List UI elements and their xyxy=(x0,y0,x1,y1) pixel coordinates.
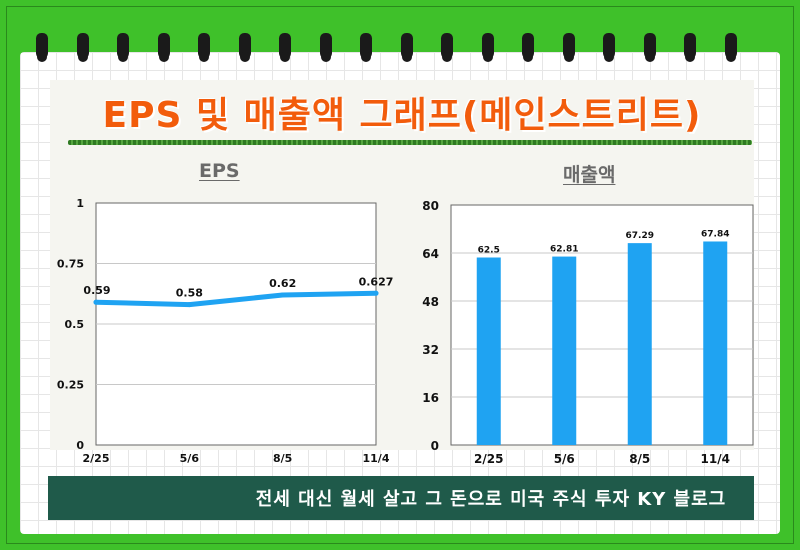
revenue-ytick-label: 64 xyxy=(422,247,439,261)
eps-ytick-label: 1 xyxy=(76,197,84,210)
ring-14 xyxy=(562,33,575,62)
ring-18 xyxy=(724,33,737,62)
ring-10 xyxy=(400,33,413,62)
eps-data-label: 0.59 xyxy=(83,284,110,297)
eps-data-label: 0.58 xyxy=(176,287,203,300)
eps-ytick-label: 0.75 xyxy=(57,258,84,271)
eps-xtick-label: 11/4 xyxy=(363,452,390,465)
ring-15 xyxy=(603,33,615,62)
revenue-bar xyxy=(703,241,728,445)
revenue-data-label: 62.5 xyxy=(478,246,500,256)
eps-ytick-label: 0.5 xyxy=(65,318,85,331)
revenue-ytick-label: 32 xyxy=(422,343,439,357)
ring-8 xyxy=(319,33,332,62)
eps-data-label: 0.627 xyxy=(359,275,394,288)
ring-11 xyxy=(441,33,453,62)
ring-17 xyxy=(684,33,696,62)
ring-13 xyxy=(522,33,534,62)
eps-xtick-label: 8/5 xyxy=(273,452,292,465)
revenue-ytick-label: 16 xyxy=(422,391,439,405)
eps-series-line xyxy=(93,290,379,308)
ring-2 xyxy=(76,33,89,62)
outer-frame xyxy=(6,6,794,544)
footer-banner: 전세 대신 월세 살고 그 돈으로 미국 주식 투자 KY 블로그 xyxy=(48,476,754,520)
revenue-xtick-label: 11/4 xyxy=(701,452,730,466)
eps-data-point xyxy=(186,302,192,308)
ring-12 xyxy=(481,33,494,62)
ring-3 xyxy=(117,33,129,62)
title-underline xyxy=(68,140,752,145)
footer-text: 전세 대신 월세 살고 그 돈으로 미국 주식 투자 KY 블로그 xyxy=(255,489,727,510)
eps-data-point xyxy=(280,292,286,298)
revenue-bar xyxy=(552,256,577,445)
revenue-data-label: 67.29 xyxy=(626,231,654,241)
eps-xtick-label: 5/6 xyxy=(180,452,200,465)
ring-9 xyxy=(360,33,372,62)
revenue-data-label: 62.81 xyxy=(550,245,578,255)
revenue-xtick-label: 2/25 xyxy=(474,452,503,466)
eps-data-label: 0.62 xyxy=(269,277,296,290)
revenue-plot-area xyxy=(450,204,754,446)
eps-chart-title: EPS xyxy=(199,160,240,182)
revenue-ytick-label: 80 xyxy=(422,199,439,213)
ring-4 xyxy=(157,33,170,62)
ring-1 xyxy=(36,33,48,62)
eps-xtick-label: 2/25 xyxy=(83,452,110,465)
revenue-chart-title: 매출액 xyxy=(563,164,616,186)
revenue-ytick-label: 0 xyxy=(431,439,439,453)
ring-5 xyxy=(198,33,210,62)
ring-6 xyxy=(238,33,251,62)
revenue-data-label: 67.84 xyxy=(701,229,729,239)
ring-16 xyxy=(643,33,656,62)
revenue-ytick-label: 48 xyxy=(422,295,439,309)
revenue-bar xyxy=(476,257,501,445)
eps-ytick-label: 0 xyxy=(76,439,84,452)
eps-ytick-label: 0.25 xyxy=(57,379,84,392)
page-title: EPS 및 매출액 그래프(메인스트리트) xyxy=(102,95,702,136)
eps-data-point xyxy=(373,290,379,296)
revenue-bar xyxy=(627,243,652,445)
ring-7 xyxy=(279,33,291,62)
eps-data-point xyxy=(93,299,99,305)
revenue-xtick-label: 5/6 xyxy=(554,452,575,466)
revenue-xtick-label: 8/5 xyxy=(629,452,650,466)
